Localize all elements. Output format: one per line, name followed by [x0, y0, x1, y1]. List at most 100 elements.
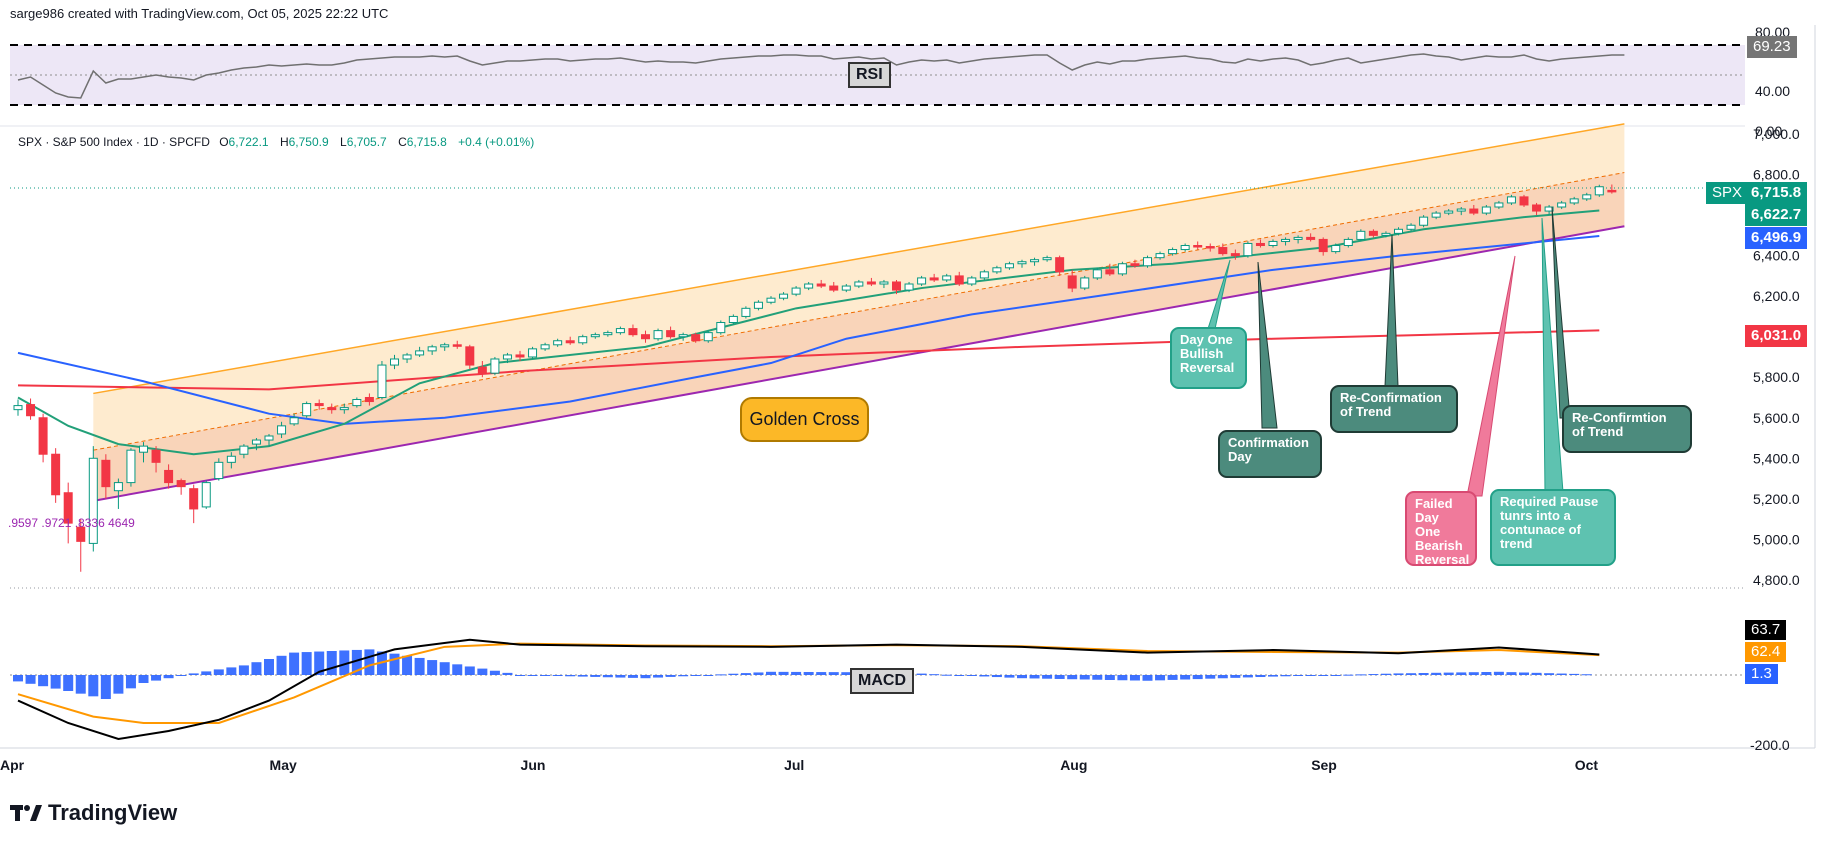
- candle-body: [113, 482, 123, 492]
- candle-body: [816, 283, 826, 287]
- price-tick: 5,600.0: [1753, 410, 1800, 426]
- hist-bar: [1004, 675, 1015, 678]
- candle-body: [151, 449, 161, 463]
- candle-body: [477, 366, 487, 374]
- day-one-bullish-callout[interactable]: Day One Bullish Reversal: [1170, 327, 1247, 389]
- candle-body: [917, 277, 927, 285]
- candle-body: [992, 267, 1002, 273]
- candle-body: [1494, 202, 1504, 208]
- candle-body: [1456, 208, 1466, 212]
- price-axis[interactable]: 7,000.06,800.06,600.06,400.06,200.06,000…: [1753, 126, 1800, 588]
- hist-bar: [929, 674, 940, 676]
- signal-value-box: 62.4: [1745, 642, 1787, 662]
- candle-body: [1268, 240, 1278, 247]
- candle-body: [603, 332, 613, 336]
- hist-bar: [665, 675, 676, 677]
- hist-bar: [402, 655, 413, 675]
- hist-bar: [1117, 675, 1128, 681]
- candle-body: [427, 346, 437, 352]
- reconfirmtion-trend-callout[interactable]: Re-Confirmtion of Trend: [1562, 405, 1692, 453]
- hist-bar: [1280, 675, 1291, 677]
- confirmation-day-callout[interactable]: Confirmation Day: [1218, 430, 1322, 478]
- hist-bar: [1406, 673, 1417, 675]
- macd-tag[interactable]: MACD: [850, 668, 914, 694]
- spx-price-box: 6,715.8: [1745, 182, 1808, 204]
- golden-cross-callout[interactable]: Golden Cross: [740, 397, 869, 442]
- candle-body: [1594, 186, 1604, 196]
- candle-body: [540, 344, 550, 350]
- ema21-line: [17, 209, 1600, 456]
- rsi-tick-0: 0.00: [1755, 123, 1782, 139]
- failed-bearish-reversal-callout[interactable]: Failed Day One Bearish Reversal: [1405, 491, 1477, 567]
- open-label: O: [219, 135, 229, 149]
- candle-body: [892, 281, 901, 291]
- rsi-tag[interactable]: RSI: [848, 62, 891, 88]
- candle-body: [1532, 204, 1542, 212]
- candle-body: [628, 328, 638, 336]
- time-tick: Aug: [1060, 757, 1087, 773]
- hist-bar: [816, 672, 827, 675]
- hist-bar: [753, 672, 764, 675]
- hist-bar: [489, 670, 500, 675]
- required-pause-callout[interactable]: Required Pause tunrs into a contunace of…: [1490, 489, 1616, 566]
- candle-body: [779, 293, 789, 299]
- candle-body: [226, 455, 236, 463]
- high-label: H: [279, 135, 289, 149]
- candle-body: [1105, 269, 1115, 275]
- candle-body: [1243, 242, 1253, 257]
- hist-bar: [1393, 673, 1404, 675]
- chart-credit: sarge986 created with TradingView.com, O…: [10, 6, 389, 21]
- hist-bar: [678, 675, 689, 677]
- candle-body: [13, 405, 23, 411]
- ema-price-box: 6,622.7: [1745, 204, 1808, 226]
- candle-body: [829, 285, 839, 291]
- hist-bar: [1054, 675, 1065, 679]
- hist-bar: [565, 675, 576, 677]
- candle-body: [954, 275, 964, 285]
- candle-body: [327, 407, 337, 411]
- hist-bar: [778, 671, 789, 675]
- high-value: 6,750.9: [288, 135, 329, 149]
- hist-bar: [1042, 675, 1053, 679]
- hist-bar: [502, 672, 513, 675]
- candle-body: [1368, 230, 1378, 236]
- hist-bar: [151, 675, 162, 681]
- candle-body: [38, 417, 48, 455]
- hist-bar: [364, 649, 375, 675]
- price-tick: 7,000.0: [1753, 126, 1800, 142]
- candle-body: [1506, 196, 1516, 204]
- time-axis[interactable]: Apr May Jun Jul Aug Sep Oct: [0, 757, 1598, 773]
- hist-bar: [264, 659, 274, 675]
- tradingview-brand[interactable]: TradingView: [10, 800, 177, 826]
- candle-body: [1406, 224, 1416, 230]
- open-value: 6,722.1: [228, 135, 269, 149]
- symbol-name: SPX · S&P 500 Index · 1D · SPCFD: [18, 135, 210, 149]
- candle-body: [1193, 245, 1203, 248]
- candle-body: [1067, 275, 1077, 289]
- candle-body: [88, 457, 98, 544]
- hist-bar: [88, 675, 99, 697]
- candle-body: [728, 315, 738, 324]
- candle-body: [879, 281, 889, 285]
- hist-bar: [414, 657, 425, 675]
- candle-body: [766, 297, 776, 303]
- candle-body: [364, 396, 374, 403]
- candle-body: [465, 346, 475, 366]
- hist-bar: [351, 649, 362, 675]
- candle-body: [76, 526, 86, 542]
- candle-body: [615, 328, 625, 334]
- candle-body: [452, 344, 462, 347]
- hist-bar: [1104, 675, 1115, 680]
- macd-pane: [10, 638, 1745, 741]
- hist-bar: [113, 675, 124, 694]
- candle-body: [139, 445, 148, 453]
- hist-bar: [125, 675, 136, 689]
- hist-bar: [690, 675, 701, 676]
- reconfirmation-trend-callout[interactable]: Re-Confirmation of Trend: [1330, 385, 1458, 433]
- hist-bar: [1217, 675, 1228, 679]
- hist-bar: [339, 650, 350, 675]
- hist-bar: [1318, 675, 1329, 676]
- hist-bar: [1017, 675, 1027, 679]
- candle-body: [1318, 238, 1328, 253]
